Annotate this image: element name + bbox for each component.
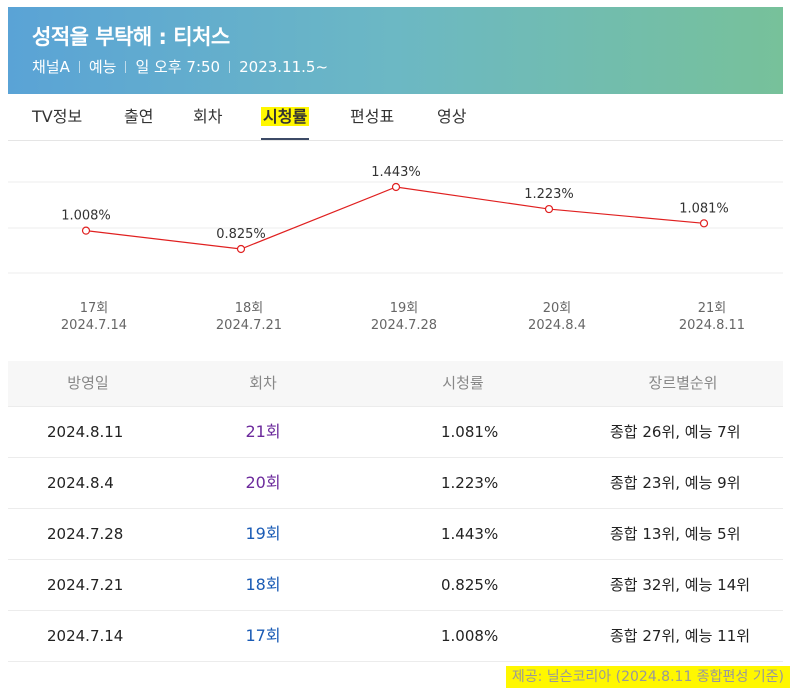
row-episode-link[interactable]: 19회	[245, 524, 281, 543]
rating-value-label: 1.443%	[371, 165, 421, 180]
x-tick-date: 2024.7.28	[371, 318, 437, 333]
table-row: 2024.7.14 17회 1.008% 종합 27위, 예능 11위	[8, 611, 783, 662]
row-rating: 1.081%	[441, 423, 499, 441]
rating-value-label: 1.223%	[524, 187, 574, 202]
x-tick-episode: 18회	[235, 301, 264, 316]
x-tick-date: 2024.8.11	[679, 318, 745, 333]
table-header: 방영일 회차 시청률 장르별순위	[8, 361, 783, 407]
table-row: 2024.8.11 21회 1.081% 종합 26위, 예능 7위	[8, 407, 783, 458]
tab-video[interactable]: 영상	[437, 107, 467, 126]
col-header-episode: 회차	[249, 374, 277, 392]
rating-point[interactable]	[236, 244, 246, 254]
program-tabs: TV정보 출연 회차 시청률 편성표 영상	[8, 94, 783, 141]
col-header-date: 방영일	[67, 374, 109, 392]
ratings-line-chart: 1.008% 17회 2024.7.14 0.825% 18회 2024.7.21 1.44…	[8, 165, 783, 333]
x-tick-episode: 20회	[543, 301, 572, 316]
table-body: 2024.8.11 21회 1.081% 종합 26위, 예능 7위 2024.8.4 2…	[8, 407, 783, 662]
x-tick-episode: 19회	[390, 301, 419, 316]
row-rank: 종합 27위, 예능 11위	[610, 627, 751, 645]
row-date: 2024.7.28	[47, 525, 124, 543]
meta-divider	[78, 61, 80, 73]
meta-divider	[125, 61, 127, 73]
table-row: 2024.7.21 18회 0.825% 종합 32위, 예능 14위	[8, 560, 783, 611]
rating-point[interactable]	[81, 226, 91, 235]
tab-tv-info[interactable]: TV정보	[32, 107, 83, 126]
row-date: 2024.8.4	[47, 474, 114, 492]
tab-schedule[interactable]: 편성표	[350, 107, 395, 126]
x-tick-date: 2024.7.14	[61, 318, 127, 333]
row-episode-link[interactable]: 21회	[245, 422, 281, 441]
program-title: 성적을 부탁해 : 티처스	[32, 25, 230, 49]
row-rank: 종합 32위, 예능 14위	[610, 576, 751, 594]
meta-divider	[229, 61, 231, 73]
start-date-label: 2023.11.5~	[239, 58, 329, 76]
row-rank: 종합 23위, 예능 9위	[610, 474, 741, 492]
rating-value-label: 1.081%	[679, 201, 729, 216]
row-date: 2024.7.14	[47, 627, 124, 645]
row-rating: 1.008%	[441, 627, 499, 645]
data-source-note: 제공: 닐슨코리아 (2024.8.11 종합편성 기준)	[505, 666, 790, 688]
ratings-table: 방영일 회차 시청률 장르별순위 2024.8.11 21회 1.081% 종합 26…	[8, 361, 783, 662]
airtime-label: 일 오후 7:50	[135, 58, 221, 76]
col-header-rank: 장르별순위	[648, 374, 718, 392]
rating-point[interactable]	[544, 204, 554, 214]
table-row: 2024.7.28 19회 1.443% 종합 13위, 예능 5위	[8, 509, 783, 560]
row-episode-link[interactable]: 20회	[245, 473, 281, 492]
row-rating: 1.443%	[441, 525, 499, 543]
program-header: 성적을 부탁해 : 티처스 채널A 예능 일 오후 7:50 2023.11.5…	[8, 7, 783, 94]
rating-value-label: 0.825%	[216, 227, 266, 242]
row-rating: 1.223%	[441, 474, 499, 492]
row-episode-link[interactable]: 17회	[245, 626, 281, 645]
rating-value-label: 1.008%	[61, 209, 111, 224]
genre-label: 예능	[88, 58, 117, 76]
row-rank: 종합 26위, 예능 7위	[610, 423, 741, 441]
rating-point[interactable]	[391, 182, 401, 192]
channel-name[interactable]: 채널A	[32, 58, 70, 76]
tab-ratings[interactable]: 시청률	[261, 105, 310, 140]
ratings-chart: 1.008% 17회 2024.7.14 0.825% 18회 2024.7.21 1.44…	[8, 141, 783, 351]
x-tick-date: 2024.7.21	[216, 318, 282, 333]
tab-cast[interactable]: 출연	[124, 107, 154, 126]
col-header-rating: 시청률	[442, 374, 484, 392]
program-meta: 채널A 예능 일 오후 7:50 2023.11.5~	[32, 57, 783, 77]
x-tick-date: 2024.8.4	[528, 318, 586, 333]
rating-point[interactable]	[699, 219, 709, 228]
row-rank: 종합 13위, 예능 5위	[610, 525, 741, 543]
row-date: 2024.7.21	[47, 576, 124, 594]
x-tick-episode: 17회	[80, 301, 109, 316]
row-episode-link[interactable]: 18회	[245, 575, 281, 594]
tab-episodes[interactable]: 회차	[193, 107, 223, 126]
table-row: 2024.8.4 20회 1.223% 종합 23위, 예능 9위	[8, 458, 783, 509]
row-date: 2024.8.11	[47, 423, 124, 441]
rating-series-line	[85, 186, 705, 250]
row-rating: 0.825%	[441, 576, 499, 594]
x-tick-episode: 21회	[698, 301, 727, 316]
